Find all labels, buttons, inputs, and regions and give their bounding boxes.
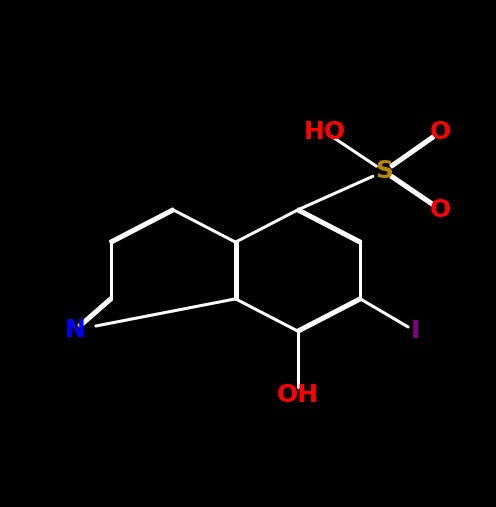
Text: O: O: [430, 198, 451, 222]
Text: O: O: [430, 120, 451, 143]
Text: OH: OH: [277, 383, 319, 407]
Text: S: S: [375, 159, 393, 184]
Text: N: N: [64, 318, 85, 342]
Text: HO: HO: [304, 120, 346, 143]
Text: I: I: [411, 319, 420, 343]
